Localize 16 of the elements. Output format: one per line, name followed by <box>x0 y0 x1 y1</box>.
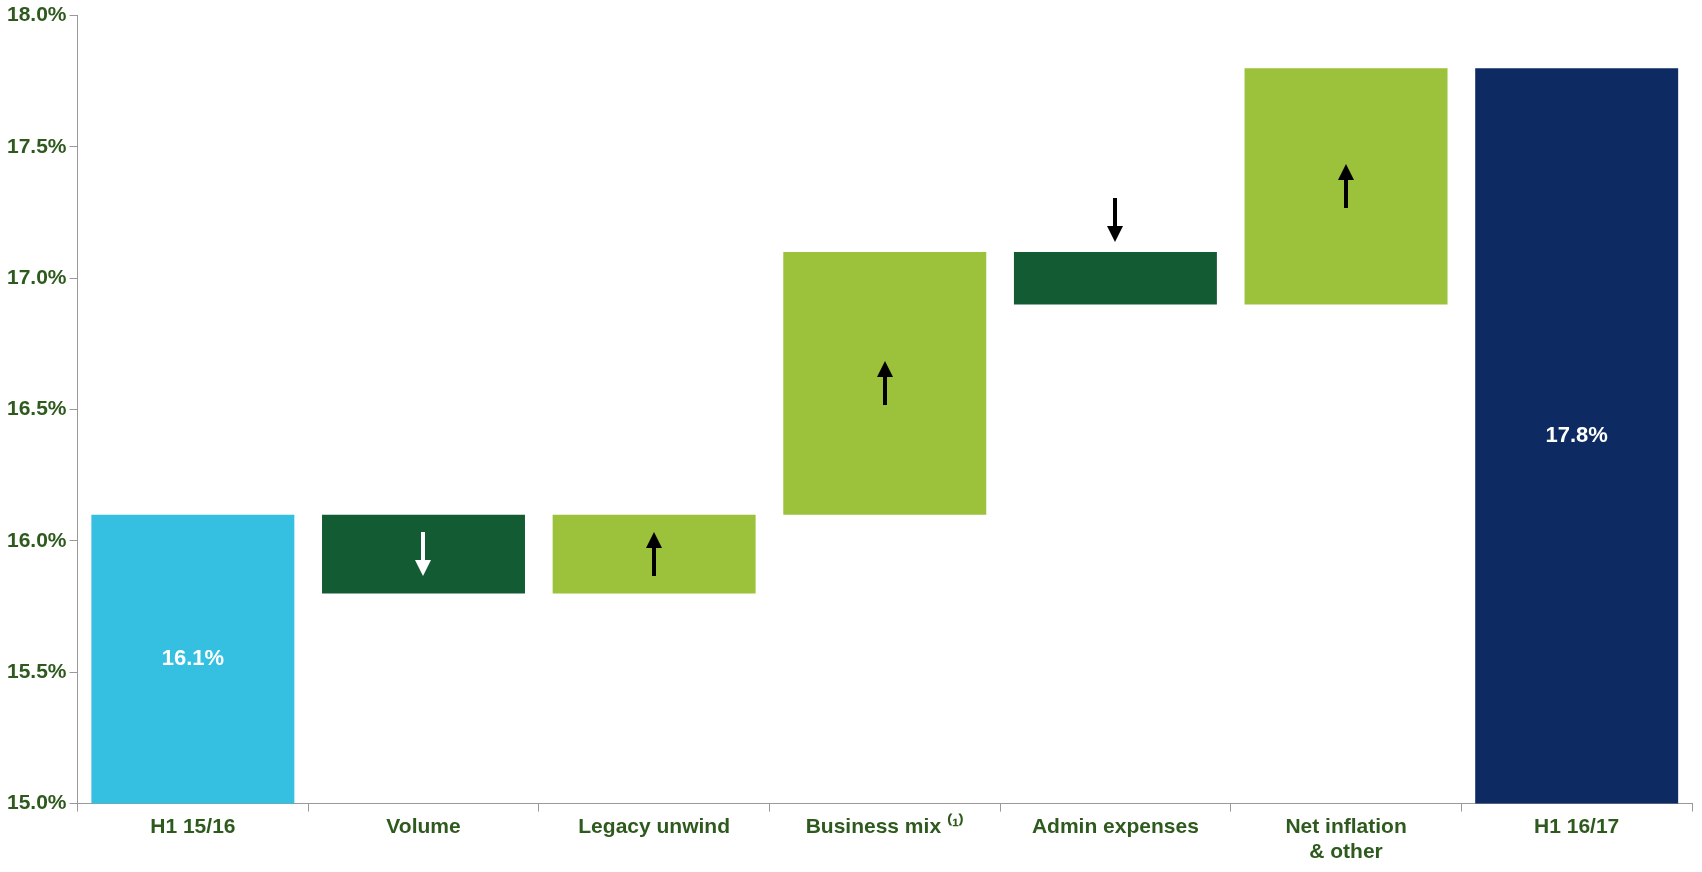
y-tick-label: 15.5% <box>7 659 67 683</box>
data-label: 16.1% <box>161 645 225 671</box>
x-tick-label: Legacy unwind <box>578 814 730 837</box>
x-tick-label: H1 16/17 <box>1534 814 1620 837</box>
data-label: 17.8% <box>1545 421 1608 447</box>
y-tick-label: 15.0% <box>7 790 67 814</box>
x-tick-label: Volume <box>386 814 461 837</box>
x-tick-label: H1 15/16 <box>150 814 236 837</box>
x-tick-label: Admin expenses <box>1031 814 1199 837</box>
y-tick-label: 16.5% <box>7 396 67 420</box>
y-tick-label: 18.0% <box>7 2 67 26</box>
x-tick-label: Net inflation & other <box>1285 814 1407 863</box>
y-tick-label: 17.0% <box>7 265 67 289</box>
x-tick-label: Business mix ⁽¹⁾ <box>805 813 964 837</box>
y-tick-label: 17.5% <box>7 133 67 157</box>
y-tick-label: 16.0% <box>7 527 67 551</box>
